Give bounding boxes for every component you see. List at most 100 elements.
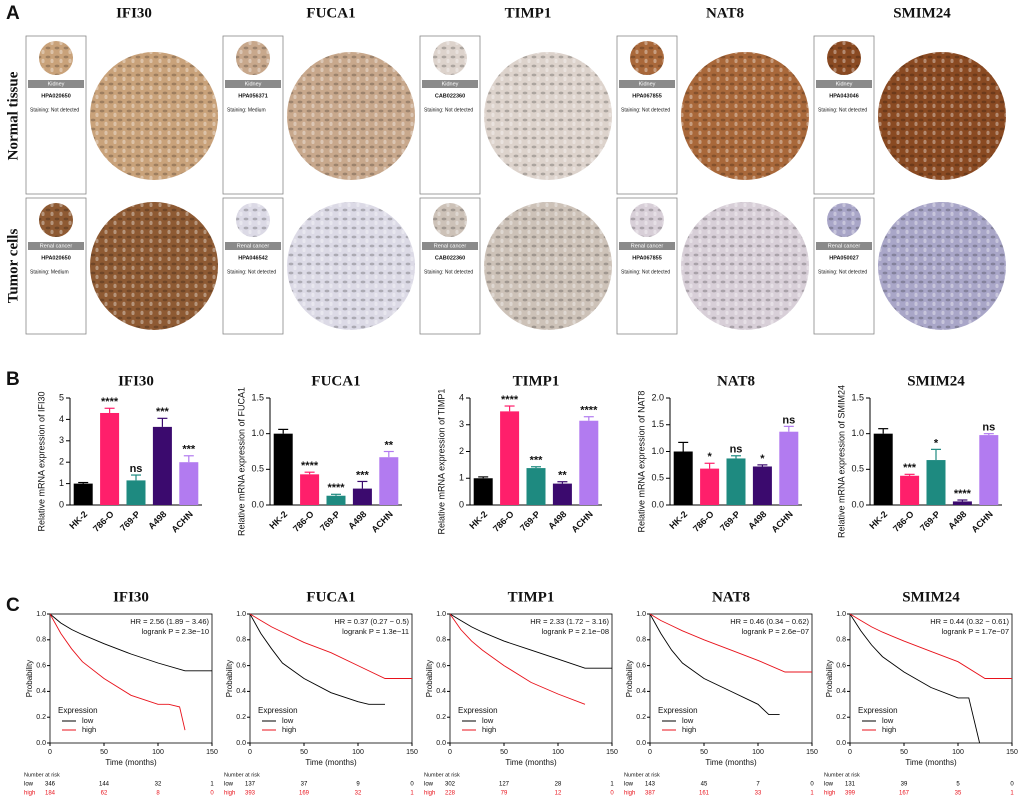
legend-title: Expression [658,706,698,715]
risk-count: 79 [501,791,508,797]
x-tick-label: ACHN [569,509,594,534]
card-tissue: Kidney [245,81,262,87]
y-tick-label: 1.0 [851,428,864,438]
x-tick-label: HK-2 [67,509,89,531]
ihc-texture [287,52,415,180]
risk-row-label: high [424,791,435,797]
x-tick-label: A498 [146,509,168,531]
x-tick-label: 50 [100,749,108,756]
bar [873,433,893,505]
card-band [422,80,478,88]
y-tick-label: 0.2 [236,714,246,721]
risk-count: 9 [356,782,360,788]
risk-count: 167 [899,791,910,797]
risk-count: 184 [45,791,56,797]
risk-count: 33 [755,791,762,797]
thumbnail-texture [630,203,664,237]
x-tick-label: 150 [606,749,618,756]
y-tick-label: 0.0 [636,740,646,747]
legend-label: high [82,725,96,734]
bar [926,460,946,505]
y-tick-label: 4 [59,414,64,424]
x-tick-label: 786-O [891,509,916,534]
y-tick-label: 1.0 [36,611,46,618]
x-tick-label: 100 [352,749,364,756]
y-tick-label: 2 [459,446,464,456]
risk-row-label: low [24,782,34,788]
card-staining: Staining: Not detected [424,269,473,275]
risk-title: Number at risk [824,772,860,778]
ihc-texture [287,202,415,330]
y-tick-label: 0.4 [36,688,46,695]
km-curve [449,613,586,705]
y-tick-label: 3 [459,419,464,429]
x-tick-label: 769-P [518,509,542,533]
logrank-text: logrank P = 1.7e−07 [942,627,1009,636]
panel-label: A [6,3,20,24]
card-antibody: HPA067855 [632,255,662,261]
card-tissue: Kidney [442,81,459,87]
km-curve [49,613,212,672]
panel-label: B [6,369,20,390]
risk-count: 1 [210,782,214,788]
x-tick-label: A498 [546,509,568,531]
x-tick-label: ACHN [169,509,194,534]
y-tick-label: 0.0 [236,740,246,747]
bar [726,458,746,505]
risk-count: 32 [155,782,162,788]
logrank-text: logrank P = 2.3e−10 [142,627,209,636]
y-tick-label: 0.4 [836,688,846,695]
row-label: Tumor cells [5,229,21,304]
card-band [422,242,478,250]
x-tick-label: ACHN [769,509,794,534]
chart-title: FUCA1 [311,373,360,389]
risk-count: 169 [299,791,310,797]
bar [379,457,399,505]
x-tick-label: 0 [448,749,452,756]
card-tissue: Renal cancer [237,243,270,249]
x-tick-label: 769-P [918,509,942,533]
risk-count: 143 [645,782,656,788]
risk-count: 127 [499,782,510,788]
legend-label: high [282,725,296,734]
x-tick-label: 150 [206,749,218,756]
plot-frame [649,613,813,744]
y-tick-label: 0.8 [436,637,446,644]
y-tick-label: 0.0 [851,499,864,509]
km-curve [649,613,780,716]
logrank-text: logrank P = 2.1e−08 [542,627,609,636]
card-antibody: HPA050027 [829,255,859,261]
y-tick-label: 4 [459,392,464,402]
thumbnail-texture [433,41,467,75]
risk-count: 161 [699,791,710,797]
thumbnail-texture [236,203,270,237]
x-tick-label: 769-P [318,509,342,533]
risk-count: 228 [445,791,456,797]
bar [73,483,93,505]
y-axis-label: Relative mRNA expression of FUCA1 [236,387,246,536]
x-tick-label: ACHN [369,509,394,534]
risk-count: 399 [845,791,856,797]
chart-title: TIMP1 [508,589,555,605]
card-staining: Staining: Not detected [818,269,867,275]
x-tick-label: 50 [700,749,708,756]
y-tick-label: 0.6 [236,662,246,669]
y-tick-label: 1.5 [651,419,664,429]
bar [779,431,799,505]
y-tick-label: 0.5 [251,464,264,474]
x-tick-label: 786-O [291,509,316,534]
bar [700,468,720,505]
ihc-texture [484,52,612,180]
risk-title: Number at risk [424,772,460,778]
legend-title: Expression [58,706,98,715]
hr-text: HR = 0.37 (0.27 − 0.5) [334,617,409,626]
risk-count: 45 [701,782,708,788]
x-tick-label: A498 [346,509,368,531]
card-staining: Staining: Not detected [424,107,473,113]
card-tissue: Kidney [836,81,853,87]
gene-header: TIMP1 [505,5,552,21]
y-tick-label: 0.0 [36,740,46,747]
ihc-texture [90,202,218,330]
bar [179,462,199,505]
